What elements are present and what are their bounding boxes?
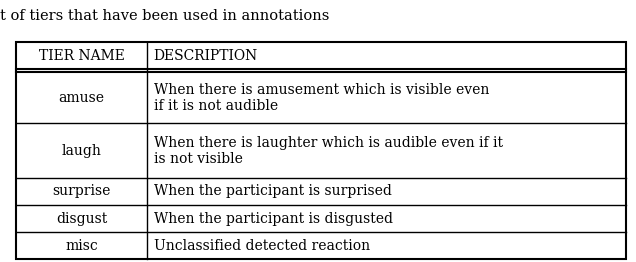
Text: amuse: amuse [59, 91, 104, 105]
Text: Unclassified detected reaction: Unclassified detected reaction [153, 239, 370, 253]
Text: When the participant is disgusted: When the participant is disgusted [153, 212, 392, 226]
Text: misc: misc [65, 239, 98, 253]
Text: disgust: disgust [56, 212, 107, 226]
Text: surprise: surprise [52, 184, 111, 198]
Text: DESCRIPTION: DESCRIPTION [153, 48, 258, 63]
Text: laugh: laugh [62, 144, 102, 158]
Text: When there is laughter which is audible even if it
is not visible: When there is laughter which is audible … [153, 135, 502, 166]
Text: When the participant is surprised: When the participant is surprised [153, 184, 391, 198]
Text: When there is amusement which is visible even
if it is not audible: When there is amusement which is visible… [153, 83, 489, 113]
Text: TIER NAME: TIER NAME [39, 48, 125, 63]
Bar [16, 42, 626, 259]
Text: t of tiers that have been used in annotations: t of tiers that have been used in annota… [0, 9, 329, 23]
